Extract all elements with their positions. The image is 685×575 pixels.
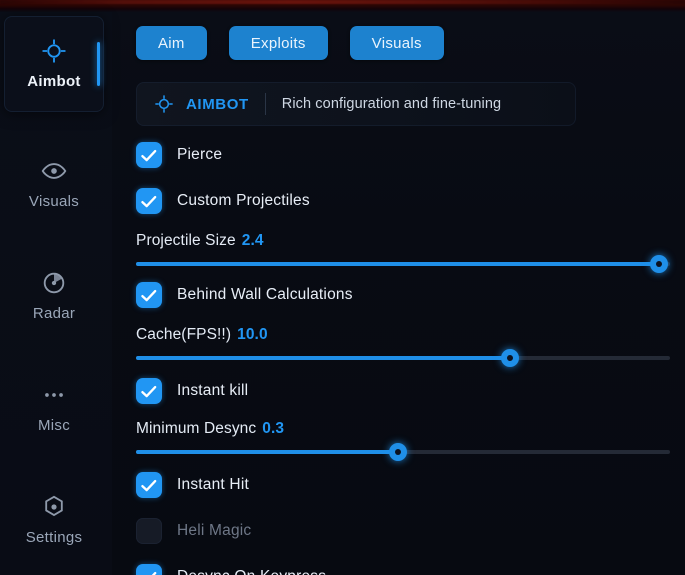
slider-fill: [136, 262, 659, 266]
eye-icon: [41, 158, 67, 184]
sidebar-item-misc[interactable]: Misc: [4, 360, 104, 456]
slider-fill: [136, 450, 398, 454]
setting-row-checkbox[interactable]: Desync On Keypress: [136, 564, 326, 575]
banner-divider: [264, 93, 266, 115]
setting-row-checkbox[interactable]: Instant kill: [136, 378, 248, 404]
top-accent-strip: [0, 0, 685, 12]
section-banner: AIMBOT Rich configuration and fine-tunin…: [136, 82, 576, 126]
slider-fill: [136, 356, 510, 360]
slider-label: Projectile Size 2.4: [136, 232, 264, 250]
setting-row-checkbox[interactable]: Custom Projectiles: [136, 188, 310, 214]
content-area: Aim Exploits Visuals AIMBOT Rich configura…: [112, 12, 685, 575]
slider-value: 10.0: [237, 326, 268, 343]
crosshair-icon: [154, 94, 174, 114]
tab-exploits[interactable]: Exploits: [228, 26, 328, 60]
tab-bar: Aim Exploits Visuals: [136, 26, 444, 60]
setting-label: Behind Wall Calculations: [177, 286, 353, 303]
sidebar-item-visuals[interactable]: Visuals: [4, 136, 104, 232]
setting-label: Instant Hit: [177, 476, 249, 493]
setting-label: Pierce: [177, 146, 223, 163]
slider-knob[interactable]: [389, 443, 407, 461]
slider-label-text: Projectile Size: [136, 232, 236, 249]
banner-title: AIMBOT: [186, 95, 249, 113]
tab-aim[interactable]: Aim: [136, 26, 207, 60]
slider-label-text: Cache(FPS!!): [136, 326, 232, 343]
active-accent-bar: [97, 42, 100, 86]
radar-icon: [41, 270, 67, 296]
setting-label: Heli Magic: [177, 522, 252, 539]
slider-label-text: Minimum Desync: [136, 420, 257, 437]
crosshair-icon: [41, 38, 67, 64]
sidebar-item-label: Misc: [37, 417, 71, 434]
setting-row-slider: Cache(FPS!!) 10.0: [112, 326, 685, 370]
setting-row-slider: Minimum Desync 0.3: [112, 420, 685, 464]
slider-label: Cache(FPS!!) 10.0: [136, 326, 268, 344]
checkbox-checked-icon[interactable]: [136, 188, 162, 214]
sidebar-item-label: Settings: [25, 529, 83, 546]
checkbox-checked-icon[interactable]: [136, 564, 162, 575]
top-accent-glow: [0, 0, 685, 4]
setting-row-checkbox[interactable]: Instant Hit: [136, 472, 249, 498]
sidebar-item-label: Radar: [32, 305, 76, 322]
gear-icon: [41, 494, 67, 520]
sidebar-item-settings[interactable]: Settings: [4, 472, 104, 568]
setting-row-checkbox[interactable]: Heli Magic: [136, 518, 251, 544]
banner-subtitle: Rich configuration and fine-tuning: [281, 96, 502, 112]
slider-knob[interactable]: [501, 349, 519, 367]
slider-track[interactable]: [136, 255, 670, 273]
tab-visuals[interactable]: Visuals: [349, 26, 444, 60]
checkbox-checked-icon[interactable]: [136, 282, 162, 308]
sidebar-item-radar[interactable]: Radar: [4, 248, 104, 344]
sidebar-item-label: Aimbot: [27, 73, 81, 90]
slider-track[interactable]: [136, 349, 670, 367]
sidebar-item-label: Visuals: [28, 193, 80, 210]
slider-value: 0.3: [262, 420, 285, 437]
sidebar: Aimbot Visuals Radar Misc Settings: [0, 12, 112, 575]
setting-label: Desync On Keypress: [177, 568, 326, 575]
ellipsis-icon: [41, 382, 67, 408]
slider-value: 2.4: [241, 232, 264, 249]
setting-label: Custom Projectiles: [177, 192, 310, 209]
slider-label: Minimum Desync 0.3: [136, 420, 284, 438]
checkbox-checked-icon[interactable]: [136, 472, 162, 498]
setting-row-checkbox[interactable]: Pierce: [136, 142, 222, 168]
slider-knob[interactable]: [650, 255, 668, 273]
checkbox-checked-icon[interactable]: [136, 378, 162, 404]
slider-track[interactable]: [136, 443, 670, 461]
setting-row-slider: Projectile Size 2.4: [112, 232, 685, 276]
checkbox-unchecked-icon[interactable]: [136, 518, 162, 544]
setting-row-checkbox[interactable]: Behind Wall Calculations: [136, 282, 353, 308]
sidebar-item-aimbot[interactable]: Aimbot: [4, 16, 104, 112]
checkbox-checked-icon[interactable]: [136, 142, 162, 168]
setting-label: Instant kill: [177, 382, 249, 399]
